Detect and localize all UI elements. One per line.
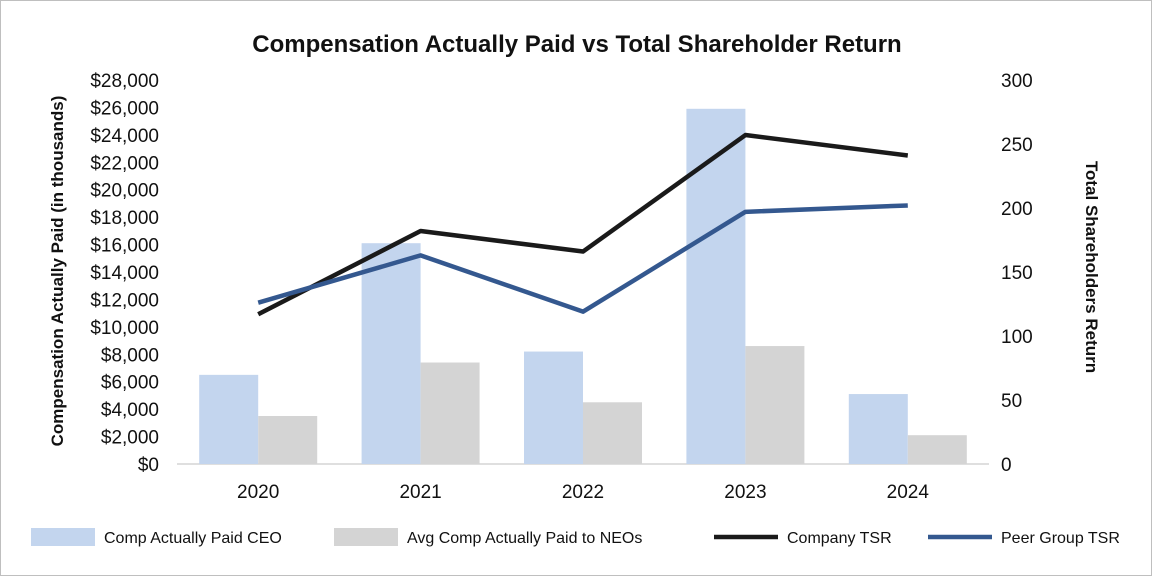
y-tick-label: $12,000 [90, 290, 159, 311]
x-tick-label: 2023 [724, 482, 766, 503]
bar-avg-comp-actually-paid-to-neos-2021 [420, 362, 480, 464]
y2-tick-label: 200 [1001, 199, 1033, 220]
line-peer-group-tsr [257, 203, 908, 314]
y-tick-label: $4,000 [101, 400, 159, 421]
y-tick-label: $2,000 [101, 428, 159, 449]
y2-tick-label: 100 [1001, 327, 1033, 348]
y2-tick-label: 300 [1001, 71, 1033, 92]
y-tick-label: $10,000 [90, 318, 159, 339]
bar-avg-comp-actually-paid-to-neos-2022 [583, 402, 642, 464]
legend-label-comp-actually-paid-ceo: Comp Actually Paid CEO [104, 530, 282, 547]
x-tick-label: 2022 [562, 482, 604, 503]
right-axis-ticks: 0 50 100 150 200 250 300 [1001, 71, 1033, 476]
line-series-group [257, 132, 909, 317]
y-tick-label: $16,000 [90, 236, 159, 257]
bar-comp-actually-paid-ceo-2021 [361, 243, 421, 464]
x-tick-label: 2021 [399, 482, 441, 503]
left-axis-title: Compensation Actually Paid (in thousands… [48, 96, 67, 447]
legend-label-company-tsr: Company TSR [787, 530, 892, 547]
y2-tick-label: 50 [1001, 391, 1022, 412]
bar-comp-actually-paid-ceo-2022 [524, 351, 583, 464]
legend-label-avg-comp-actually-paid-to-neos: Avg Comp Actually Paid to NEOs [407, 530, 642, 547]
legend-swatch-avg-comp-actually-paid-to-neos [334, 528, 398, 546]
y2-tick-label: 150 [1001, 263, 1033, 284]
y-tick-label: $0 [138, 455, 159, 476]
left-axis-ticks: $0 $2,000 $4,000 $6,000 $8,000 $10,000 $12,000… [90, 71, 159, 476]
y-tick-label: $18,000 [90, 208, 159, 229]
y2-tick-label: 0 [1001, 455, 1012, 476]
y-tick-label: $6,000 [101, 373, 159, 394]
x-tick-label: 2024 [887, 482, 930, 503]
bar-avg-comp-actually-paid-to-neos-2020 [258, 416, 318, 464]
y-tick-label: $24,000 [90, 126, 159, 147]
x-tick-label: 2020 [237, 482, 279, 503]
y-tick-label: $14,000 [90, 263, 159, 284]
bar-avg-comp-actually-paid-to-neos-2023 [745, 346, 805, 464]
y-tick-label: $20,000 [90, 181, 159, 202]
y-tick-label: $8,000 [101, 345, 159, 366]
right-axis-title: Total Shareholders Return [1082, 161, 1101, 373]
bar-comp-actually-paid-ceo-2020 [199, 374, 259, 464]
y-tick-label: $22,000 [90, 153, 159, 174]
bar-series-group [199, 108, 967, 465]
y2-tick-label: 250 [1001, 135, 1033, 156]
x-axis-ticks: 2020 2021 2022 2023 2024 [237, 482, 929, 503]
chart-title: Compensation Actually Paid vs Total Shar… [252, 31, 901, 58]
legend-label-peer-group-tsr: Peer Group TSR [1001, 530, 1120, 547]
line-company-tsr [257, 132, 909, 317]
legend-swatch-comp-actually-paid-ceo [31, 528, 95, 546]
bar-comp-actually-paid-ceo-2023 [686, 108, 746, 465]
legend: Comp Actually Paid CEO Avg Comp Actually … [31, 528, 1120, 547]
y-tick-label: $28,000 [90, 71, 159, 92]
bar-comp-actually-paid-ceo-2024 [848, 394, 908, 464]
y-tick-label: $26,000 [90, 98, 159, 119]
bar-avg-comp-actually-paid-to-neos-2024 [907, 435, 967, 464]
